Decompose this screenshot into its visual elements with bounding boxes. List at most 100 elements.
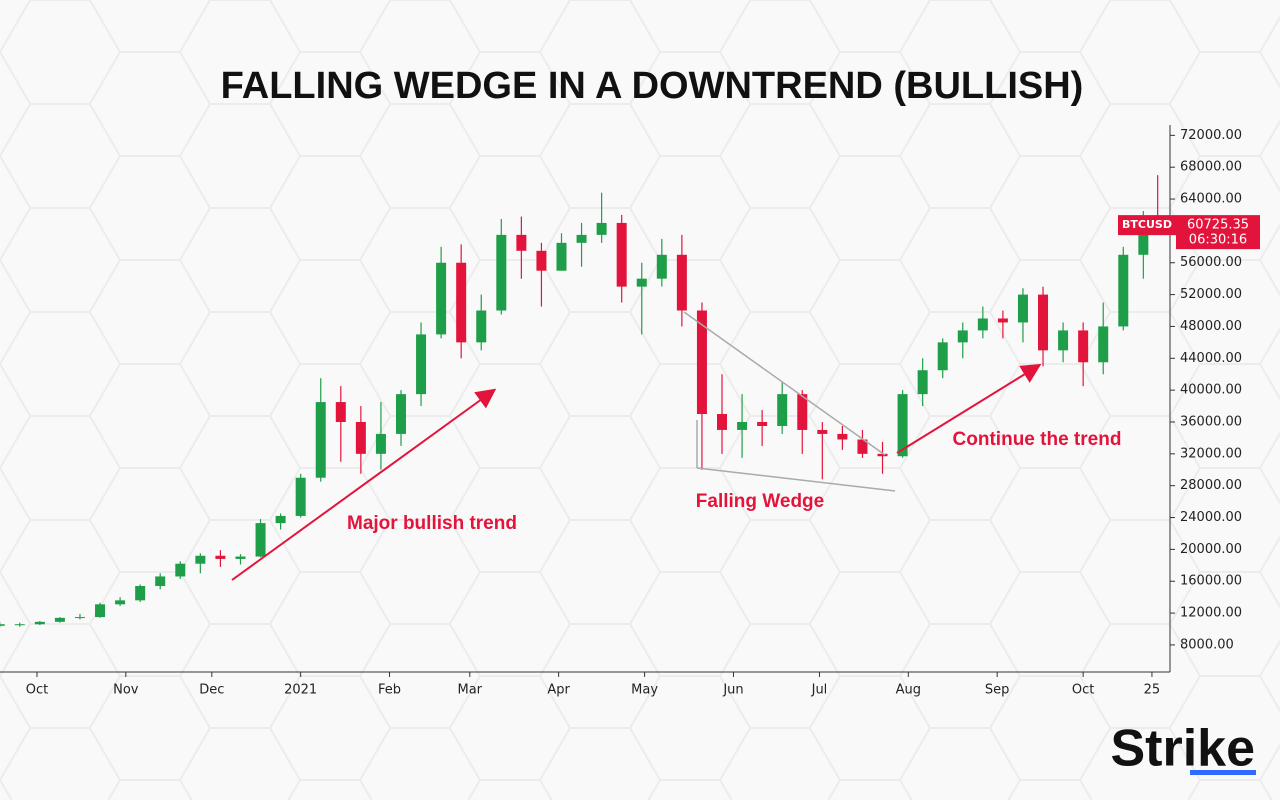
candle-body (917, 370, 928, 395)
y-tick-label: 48000.00 (1180, 319, 1242, 334)
candle-body (1138, 218, 1149, 255)
y-tick-label: 20000.00 (1180, 542, 1242, 557)
candle-body (74, 617, 85, 619)
candle-body (656, 254, 667, 279)
candle-body (496, 234, 507, 311)
candles (0, 175, 1163, 628)
y-tick-label: 12000.00 (1180, 606, 1242, 621)
x-tick-label: Oct (26, 683, 48, 698)
candle-body (1098, 326, 1109, 363)
candle-body (1038, 294, 1049, 351)
candle-body (817, 429, 828, 434)
candle-body (676, 254, 687, 311)
candle-body (957, 330, 968, 343)
x-tick-label: Nov (113, 683, 139, 698)
candle-body (295, 477, 306, 516)
candle-body (717, 414, 728, 430)
candle-body (757, 421, 768, 426)
y-tick-label: 56000.00 (1180, 255, 1242, 270)
candle-body (977, 318, 988, 331)
candle-body (997, 318, 1008, 323)
y-tick-label: 28000.00 (1180, 478, 1242, 493)
trend-arrow (896, 363, 1042, 454)
candle-body (777, 394, 788, 426)
x-tick-label: May (631, 683, 658, 698)
annotation: Continue the trend (953, 429, 1122, 450)
candle-body (456, 262, 467, 343)
x-tick-label: Feb (378, 683, 401, 698)
y-tick-label: 52000.00 (1180, 287, 1242, 302)
candle-body (215, 555, 226, 559)
x-tick-label: 2021 (284, 683, 317, 698)
chart-title: FALLING WEDGE IN A DOWNTREND (BULLISH) (221, 65, 1084, 107)
wedge-line (696, 467, 896, 492)
y-tick-label: 40000.00 (1180, 383, 1242, 398)
last-time: 06:30:16 (1189, 233, 1247, 248)
candle-body (255, 523, 266, 557)
candle-body (155, 576, 166, 587)
x-tick-label: Apr (547, 683, 570, 698)
trend-arrow (231, 388, 497, 581)
candle-body (797, 394, 808, 430)
y-tick-label: 32000.00 (1180, 446, 1242, 461)
candle-body (1118, 254, 1129, 327)
annotation: Falling Wedge (696, 491, 824, 512)
candle-body (34, 621, 45, 625)
x-tick-label: 25 (1144, 683, 1161, 698)
candle-body (556, 242, 567, 271)
candle-body (897, 394, 908, 457)
wedge-line (683, 311, 886, 456)
candle-body (135, 586, 146, 601)
y-tick-label: 36000.00 (1180, 414, 1242, 429)
y-tick-label: 64000.00 (1180, 192, 1242, 207)
candle-body (516, 234, 527, 251)
candle-body (95, 604, 106, 618)
candle-body (1078, 330, 1089, 363)
candle-body (616, 222, 627, 287)
y-tick-label: 68000.00 (1180, 160, 1242, 175)
logo: Strike (1110, 720, 1255, 778)
y-tick-label: 16000.00 (1180, 574, 1242, 589)
last-price: 60725.35 (1187, 218, 1249, 233)
y-tick-label: 44000.00 (1180, 351, 1242, 366)
x-tick-label: Mar (458, 683, 483, 698)
x-tick-label: Jun (722, 683, 743, 698)
price-tag (1118, 215, 1176, 236)
candle-body (395, 394, 406, 434)
candle-body (175, 563, 186, 577)
candle-body (877, 453, 888, 457)
candle-body (54, 617, 65, 622)
candle-body (195, 555, 206, 564)
y-tick-label: 24000.00 (1180, 510, 1242, 525)
candle-body (696, 310, 707, 415)
x-tick-label: Oct (1072, 683, 1094, 698)
x-tick-label: Aug (896, 683, 921, 698)
x-tick-label: Dec (199, 683, 224, 698)
annotations: Major bullish trend Falling Wedge Contin… (231, 311, 1122, 581)
candle-body (1017, 294, 1028, 323)
candle-body (335, 402, 346, 422)
x-tick-label: Jul (811, 683, 828, 698)
x-tick-label: Sep (985, 683, 1010, 698)
candle-body (1058, 330, 1069, 351)
series-name: BTCUSD (1122, 218, 1172, 231)
candle-body (476, 310, 487, 343)
candle-body (275, 515, 286, 524)
candle-body (14, 624, 25, 626)
y-tick-label: 72000.00 (1180, 128, 1242, 143)
candle-body (636, 278, 647, 287)
candle-body (315, 402, 326, 478)
annotation: Major bullish trend (347, 513, 517, 534)
candle-body (857, 439, 868, 454)
y-tick-label: 8000.00 (1180, 637, 1234, 652)
candle-body (837, 433, 848, 440)
candle-body (235, 556, 246, 559)
candle-body (576, 234, 587, 243)
candle-body (937, 342, 948, 371)
candle-body (536, 250, 547, 271)
candle-body (436, 262, 447, 335)
candle-body (596, 222, 607, 235)
candle-body (416, 334, 427, 395)
price-tag (1176, 215, 1260, 250)
